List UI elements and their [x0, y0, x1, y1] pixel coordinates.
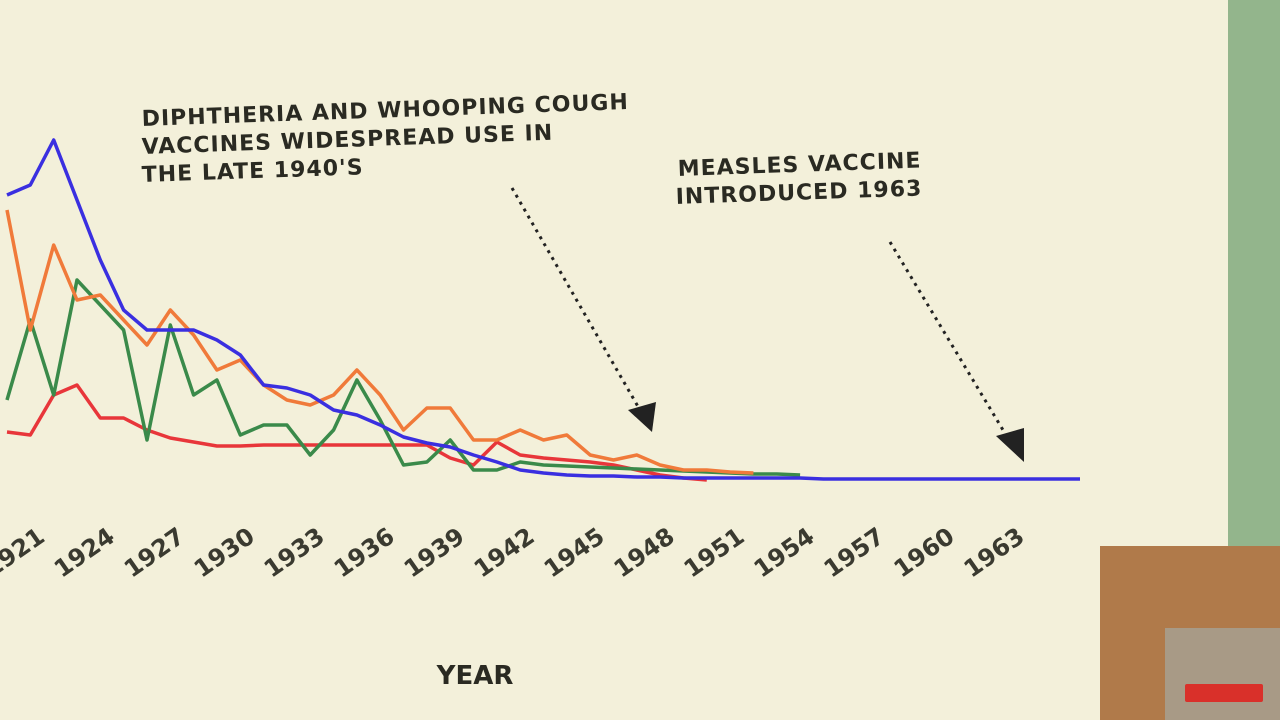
- x-axis-label: YEAR: [436, 661, 514, 691]
- video-inset-person: [1165, 628, 1280, 720]
- arrow: [510, 187, 642, 411]
- series-line: [6, 383, 707, 482]
- arrow-head: [628, 402, 656, 432]
- series-line: [5, 278, 801, 477]
- arrow: [888, 241, 1008, 436]
- subscribe-button[interactable]: [1185, 684, 1263, 702]
- arrow-head: [996, 428, 1024, 462]
- series-line: [6, 138, 1080, 481]
- series-line: [5, 209, 754, 475]
